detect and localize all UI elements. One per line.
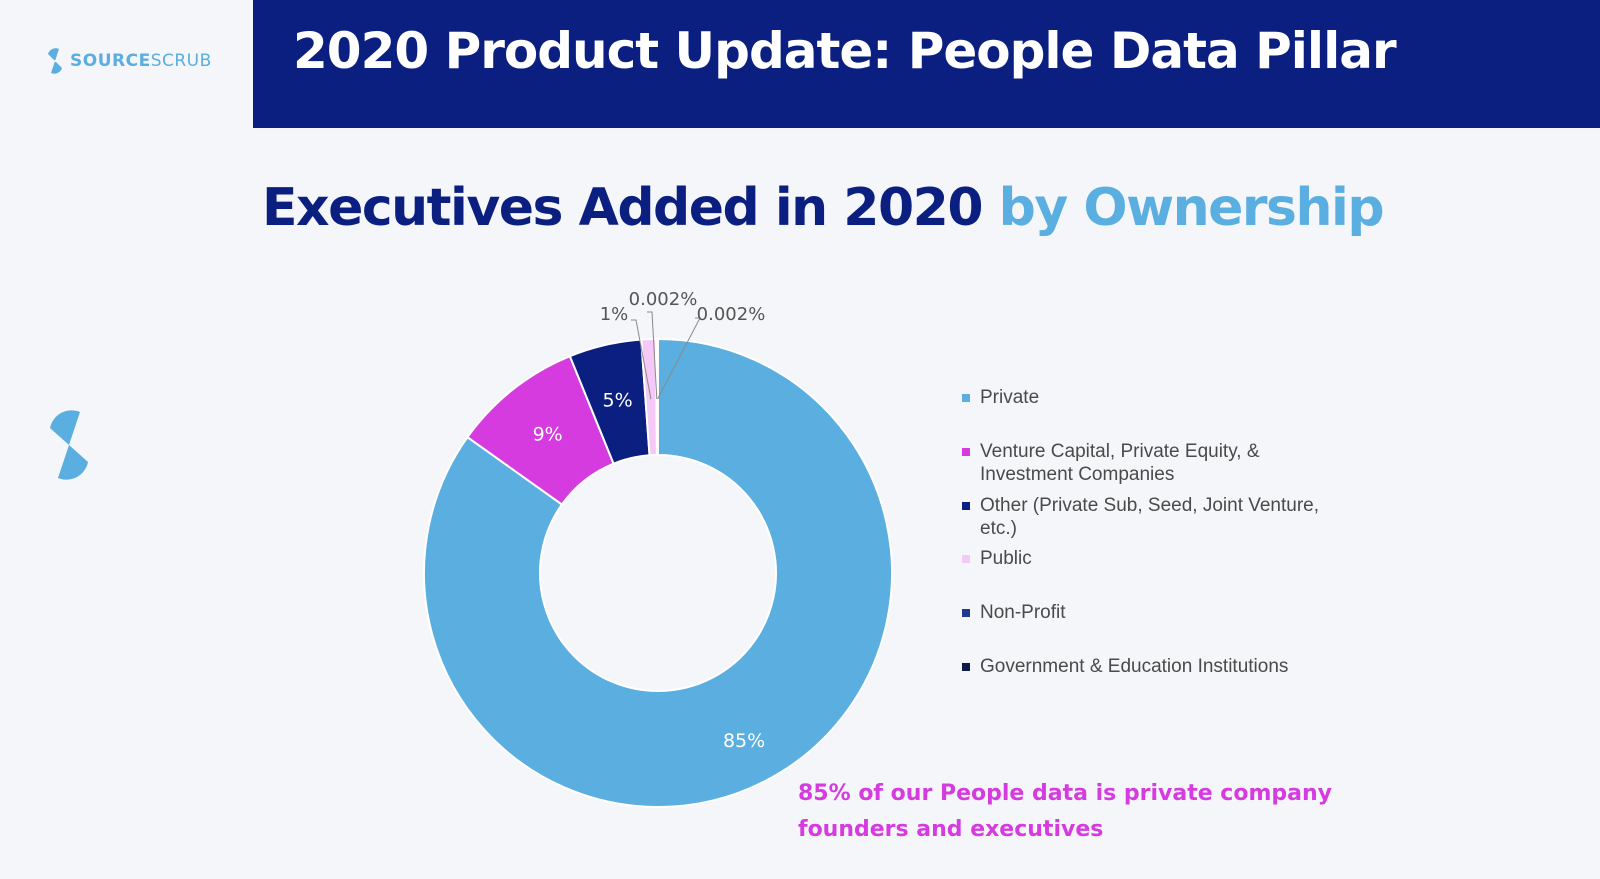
legend-swatch bbox=[962, 609, 970, 617]
slide-title: Executives Added in 2020 by Ownership bbox=[262, 178, 1385, 238]
leader-line bbox=[631, 319, 652, 400]
data-label-outside: 0.002% bbox=[697, 304, 766, 325]
legend-label: Venture Capital, Private Equity, & Inves… bbox=[980, 441, 1260, 485]
leader-line bbox=[647, 311, 658, 400]
slide-title-main: Executives Added in 2020 bbox=[262, 178, 999, 238]
data-label: 5% bbox=[603, 390, 633, 412]
data-label-outside: 1% bbox=[600, 304, 629, 325]
header-title: 2020 Product Update: People Data Pillar bbox=[293, 22, 1397, 80]
data-label: 9% bbox=[533, 423, 563, 445]
legend-label: Public bbox=[980, 548, 1032, 569]
sourcescrub-logo: SOURCESCRUB bbox=[46, 48, 212, 74]
legend-label: Other (Private Sub, Seed, Joint Venture,… bbox=[980, 495, 1320, 539]
legend-swatch bbox=[962, 394, 970, 402]
legend-label: Government & Education Institutions bbox=[980, 656, 1289, 677]
logo-s-icon bbox=[46, 48, 64, 74]
callout-line-1: 85% of our People data is private compan… bbox=[798, 781, 1332, 806]
legend-item: Venture Capital, Private Equity, & Inves… bbox=[962, 440, 1342, 486]
legend-swatch bbox=[962, 502, 970, 510]
data-label-outside: 0.002% bbox=[629, 289, 698, 310]
donut-slice bbox=[655, 337, 659, 457]
slide-title-accent: by Ownership bbox=[998, 178, 1385, 238]
legend-item: Other (Private Sub, Seed, Joint Venture,… bbox=[962, 494, 1342, 540]
header-band: 2020 Product Update: People Data Pillar bbox=[253, 0, 1600, 128]
legend-swatch bbox=[962, 663, 970, 671]
legend-item: Private bbox=[962, 386, 1342, 409]
legend-label: Private bbox=[980, 387, 1040, 408]
legend-item: Government & Education Institutions bbox=[962, 655, 1342, 678]
callout-text: 85% of our People data is private compan… bbox=[798, 776, 1358, 848]
data-label: 85% bbox=[723, 730, 765, 752]
side-logo-icon bbox=[46, 410, 92, 485]
donut-slice bbox=[423, 337, 893, 808]
legend-swatch bbox=[962, 448, 970, 456]
legend-item: Public bbox=[962, 547, 1342, 570]
legend-label: Non-Profit bbox=[980, 602, 1066, 623]
callout-line-2: founders and executives bbox=[798, 817, 1104, 842]
logo-text: SOURCESCRUB bbox=[70, 51, 212, 71]
leader-line bbox=[657, 317, 701, 400]
legend-swatch bbox=[962, 555, 970, 563]
legend-item: Non-Profit bbox=[962, 601, 1342, 624]
